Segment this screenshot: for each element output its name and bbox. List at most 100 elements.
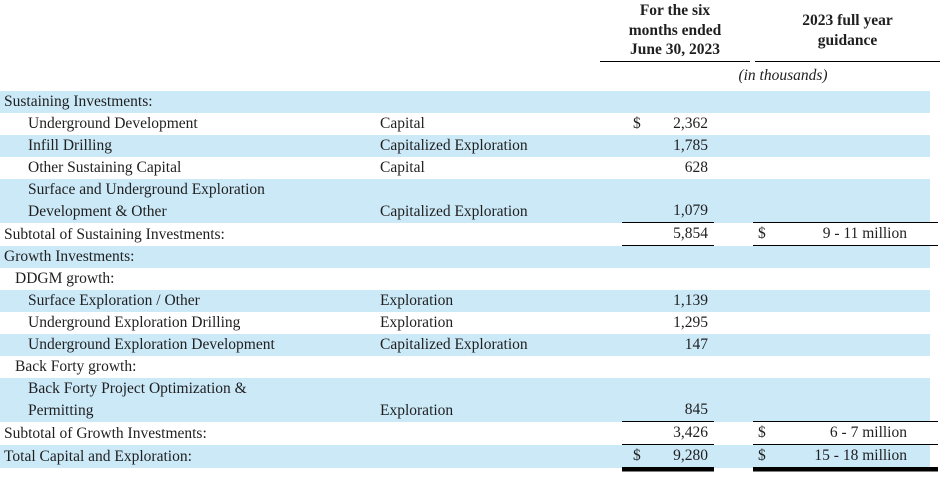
row-amount-cell: 5,854 (622, 223, 714, 246)
dollar-sign: $ (633, 115, 641, 132)
dollar-sign: $ (758, 225, 766, 242)
column-gap (714, 312, 753, 334)
column-header-period-line: June 30, 2023 (630, 41, 720, 59)
row-guidance-cell: $15 - 18 million (753, 445, 938, 468)
row-label-line: Growth Investments: (4, 248, 135, 265)
column-header-period-line: For the six (639, 2, 711, 20)
row-label: Sustaining Investments: (0, 91, 380, 113)
row-amount-cell: 845 (622, 378, 714, 422)
row-category-text: Exploration (380, 314, 454, 331)
row-category-text: Capital (380, 159, 425, 176)
row-label-line: DDGM growth: (15, 270, 115, 287)
column-header-guidance-line: 2023 full year (802, 12, 893, 29)
row-label: Infill Drilling (0, 135, 380, 157)
table-row: Sustaining Investments: (0, 91, 938, 113)
row-category (380, 422, 622, 445)
table-row: Underground Exploration Drilling Explorat… (0, 312, 938, 334)
row-label: Back Forty Project Optimization & Permitt… (0, 378, 380, 422)
row-label-line: Underground Exploration Drilling (28, 314, 241, 331)
table-row: Underground Development Capital $2,362 (0, 113, 938, 135)
row-category: Capital (380, 157, 622, 179)
row-amount-cell: 1,139 (622, 290, 714, 312)
row-amount-cell: 147 (622, 334, 714, 356)
row-label-line: Development & Other (28, 203, 167, 220)
row-category: Exploration (380, 312, 622, 334)
row-amount-cell: $2,362 (622, 113, 714, 135)
table-row: Surface and Underground Exploration Devel… (0, 179, 938, 223)
row-category (380, 91, 622, 113)
table-row: Back Forty Project Optimization & Permitt… (0, 378, 938, 422)
row-amount-value: 1,295 (673, 314, 708, 331)
row-category: Exploration (380, 378, 622, 422)
row-category: Capitalized Exploration (380, 135, 622, 157)
row-label-line: Underground Development (28, 115, 198, 132)
row-guidance-value: 15 - 18 million (814, 447, 907, 464)
column-gap (714, 445, 753, 468)
row-category-text: Capitalized Exploration (380, 203, 528, 220)
row-category: Capitalized Exploration (380, 334, 622, 356)
row-category-text: Capital (380, 115, 425, 132)
row-label-line: Infill Drilling (28, 137, 112, 154)
row-amount-cell (622, 268, 714, 290)
column-gap (714, 223, 753, 246)
row-label: Underground Exploration Drilling (0, 312, 380, 334)
table-row: Infill Drilling Capitalized Exploration 1,… (0, 135, 938, 157)
table-row: DDGM growth: (0, 268, 938, 290)
row-label-line: Back Forty Project Optimization & (28, 380, 247, 397)
table-row: Subtotal of Sustaining Investments: 5,854… (0, 223, 938, 246)
row-label: Underground Development (0, 113, 380, 135)
column-gap (714, 356, 753, 378)
row-guidance-cell: $9 - 11 million (753, 223, 938, 246)
table-row: Other Sustaining Capital Capital 628 (0, 157, 938, 179)
row-label-line: Other Sustaining Capital (28, 159, 182, 176)
row-guidance-value: 6 - 7 million (829, 424, 907, 441)
column-gap (714, 422, 753, 445)
table-row: Growth Investments: (0, 246, 938, 268)
row-category (380, 268, 622, 290)
row-label: Surface Exploration / Other (0, 290, 380, 312)
row-guidance-cell (753, 378, 938, 422)
table-row: Underground Exploration Development Capit… (0, 334, 938, 356)
row-amount-cell: $9,280 (622, 445, 714, 468)
row-guidance-cell (753, 157, 938, 179)
row-label-line: Permitting (28, 402, 94, 419)
column-gap (714, 113, 753, 135)
row-category (380, 356, 622, 378)
table-row: Back Forty growth: (0, 356, 938, 378)
column-gap (714, 135, 753, 157)
row-label: Subtotal of Sustaining Investments: (0, 223, 380, 246)
row-label-line: Total Capital and Exploration: (4, 448, 192, 465)
row-guidance-cell (753, 356, 938, 378)
row-amount-cell (622, 356, 714, 378)
column-gap (714, 91, 753, 113)
row-label-line: Back Forty growth: (15, 358, 137, 375)
row-amount-cell (622, 246, 714, 268)
row-amount-cell: 1,079 (622, 179, 714, 223)
row-guidance-cell: $6 - 7 million (753, 422, 938, 445)
row-guidance-value: 9 - 11 million (822, 225, 907, 242)
column-gap (714, 246, 753, 268)
row-amount-value: 2,362 (673, 115, 708, 132)
row-guidance-cell (753, 179, 938, 223)
row-category (380, 223, 622, 246)
row-guidance-cell (753, 135, 938, 157)
row-amount-cell: 628 (622, 157, 714, 179)
row-label: Underground Exploration Development (0, 334, 380, 356)
column-gap (714, 334, 753, 356)
row-category (380, 246, 622, 268)
row-category: Capitalized Exploration (380, 179, 622, 223)
row-amount-cell: 1,295 (622, 312, 714, 334)
units-note: (in thousands) (738, 67, 828, 84)
column-gap (714, 290, 753, 312)
row-category: Capital (380, 113, 622, 135)
table-rows: Sustaining Investments: Underground Devel… (0, 91, 938, 468)
row-amount-cell (622, 91, 714, 113)
table-row: Total Capital and Exploration: $9,280 $15 … (0, 445, 938, 468)
column-header-period-line: months ended (628, 21, 722, 39)
row-label-line: Underground Exploration Development (28, 336, 275, 353)
column-header-guidance: 2023 full year guidance (755, 0, 940, 62)
row-guidance-cell (753, 268, 938, 290)
table-row: Subtotal of Growth Investments: 3,426 $6 -… (0, 422, 938, 445)
dollar-sign: $ (758, 447, 766, 464)
